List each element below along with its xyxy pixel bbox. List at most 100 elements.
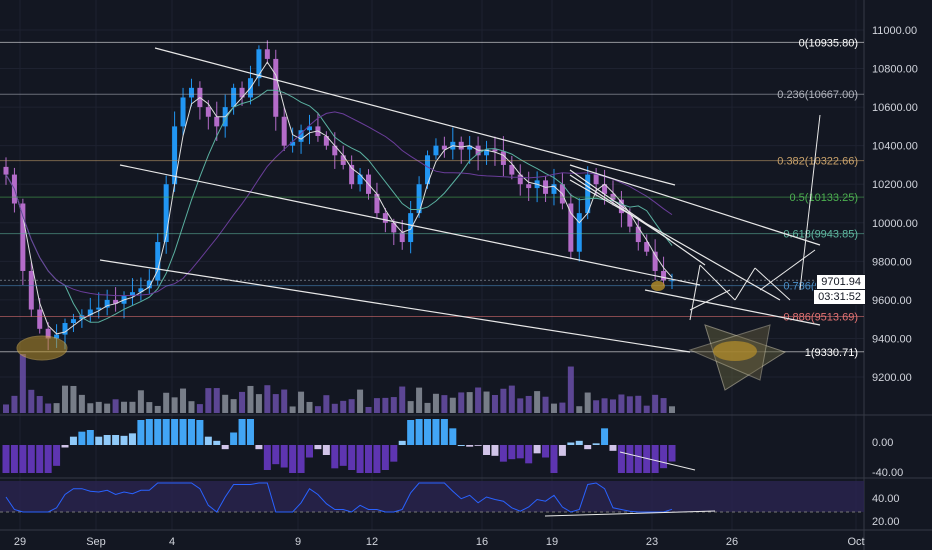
macd-bar <box>474 445 482 446</box>
candle-body <box>323 136 329 146</box>
candle-body <box>264 49 270 59</box>
volume-bar <box>331 403 338 413</box>
projection-arrow <box>759 249 816 291</box>
volume-bar <box>188 401 195 413</box>
candle-body <box>492 149 498 152</box>
volume-bar <box>441 395 448 413</box>
volume-bar <box>19 354 26 413</box>
candle-body <box>281 116 287 146</box>
macd-bar <box>44 445 52 473</box>
candle-body <box>602 184 608 194</box>
macd-bar <box>331 445 339 469</box>
volume-bars <box>3 354 675 413</box>
projection-arrow <box>734 267 756 301</box>
price-tick-label: 9200.00 <box>872 372 912 384</box>
price-tick-label: 10400.00 <box>872 141 918 153</box>
volume-bar <box>281 389 288 413</box>
macd-bar <box>660 445 668 469</box>
candle-body <box>425 155 431 185</box>
fib-level-label: 0.382(10322.66) <box>777 156 858 168</box>
trendline <box>644 289 821 326</box>
candle-body <box>138 288 144 293</box>
candle-body <box>644 242 650 252</box>
volume-bar <box>534 391 541 413</box>
macd-tick-label: -40.00 <box>872 467 903 479</box>
candle-body <box>517 174 523 185</box>
volume-bar <box>306 401 313 413</box>
candle-body <box>433 145 439 156</box>
volume-bar <box>517 398 524 413</box>
candle-body <box>509 164 515 175</box>
candle-body <box>576 213 582 252</box>
macd-bar <box>643 445 651 473</box>
trendline <box>569 174 671 241</box>
macd-bar <box>27 445 35 473</box>
macd-bar <box>432 419 440 445</box>
volume-bar <box>213 388 220 413</box>
volume-bar <box>163 392 170 413</box>
macd-bar <box>187 419 195 445</box>
last-price-tag: 9701.94 <box>816 274 866 290</box>
macd-bar <box>95 436 103 445</box>
price-tick-label: 10800.00 <box>872 64 918 76</box>
price-axis[interactable]: 11000.00 10800.00 10600.00 10400.00 10200.00… <box>872 25 918 528</box>
candle-body <box>306 126 312 131</box>
macd-bar <box>128 433 136 445</box>
macd-bar <box>457 445 465 446</box>
candle-body <box>568 203 574 252</box>
candle-body <box>214 116 220 127</box>
macd-bar <box>204 436 212 445</box>
macd-bar <box>145 419 153 445</box>
macd-bar <box>542 445 550 458</box>
rsi-pane <box>0 481 864 517</box>
macd-bar <box>483 445 491 455</box>
macd-bar <box>516 445 524 459</box>
macd-bar <box>2 445 10 473</box>
time-tick-label: 29 <box>14 536 26 548</box>
moving-average-line <box>5 89 673 323</box>
volume-bar <box>373 398 380 413</box>
trendline <box>119 164 701 286</box>
macd-bar <box>238 419 246 445</box>
macd-bar <box>19 445 27 473</box>
candle-body <box>374 193 380 214</box>
macd-bar <box>263 445 271 470</box>
candle-body <box>155 242 161 281</box>
trend-channel-drawings[interactable] <box>0 47 864 391</box>
macd-bar <box>440 419 448 445</box>
price-tick-label: 11000.00 <box>872 25 917 37</box>
volume-bar <box>618 394 625 413</box>
volume-bar <box>626 396 633 413</box>
volume-bar <box>525 395 532 413</box>
time-tick-label: Oct <box>847 536 864 548</box>
candle-body <box>391 222 397 233</box>
time-axis[interactable]: 29 Sep 4 9 12 16 19 23 26 Oct <box>14 536 865 548</box>
volume-bar <box>458 392 465 413</box>
candle-body <box>298 130 304 142</box>
macd-bar <box>466 445 474 447</box>
candle-body <box>54 334 60 339</box>
macd-bar <box>609 445 617 451</box>
moving-average-line <box>5 111 673 297</box>
macd-bar <box>179 419 187 445</box>
volume-bar <box>643 405 650 413</box>
macd-divergence-line <box>619 451 696 471</box>
volume-bar <box>475 387 482 413</box>
macd-bar <box>162 419 170 445</box>
moving-averages <box>5 61 673 335</box>
trendline <box>154 47 676 186</box>
volume-bar <box>609 399 616 413</box>
candle-body <box>37 309 43 329</box>
candle-body <box>20 203 26 271</box>
volume-bar <box>483 391 490 413</box>
candle-countdown: 03:31:52 <box>813 289 866 305</box>
volume-bar <box>508 385 515 413</box>
fib-retracement[interactable]: 0(10935.80) 0.236(10667.00) 0.382(10322.66… <box>0 37 864 359</box>
volume-bar <box>247 385 254 413</box>
candle-body <box>500 151 506 165</box>
volume-bar <box>340 400 347 413</box>
trendline <box>569 164 821 246</box>
volume-bar <box>559 402 566 413</box>
candle-body <box>627 213 633 227</box>
